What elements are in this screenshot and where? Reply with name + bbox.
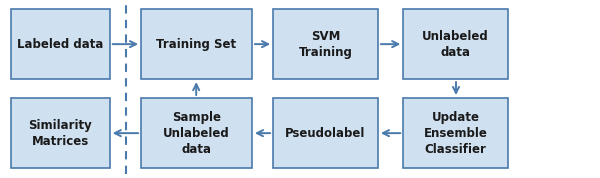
FancyBboxPatch shape [11,9,110,79]
FancyBboxPatch shape [141,9,252,79]
Text: Update
Ensemble
Classifier: Update Ensemble Classifier [424,111,488,156]
Text: Labeled data: Labeled data [17,38,103,51]
FancyBboxPatch shape [273,98,378,168]
Text: Training Set: Training Set [157,38,236,51]
FancyBboxPatch shape [403,9,508,79]
Text: Pseudolabel: Pseudolabel [286,127,365,140]
Text: Unlabeled
data: Unlabeled data [422,30,489,59]
Text: SVM
Training: SVM Training [299,30,352,59]
FancyBboxPatch shape [11,98,110,168]
Text: Sample
Unlabeled
data: Sample Unlabeled data [163,111,230,156]
FancyBboxPatch shape [273,9,378,79]
FancyBboxPatch shape [141,98,252,168]
Text: Similarity
Matrices: Similarity Matrices [28,119,92,148]
FancyBboxPatch shape [403,98,508,168]
